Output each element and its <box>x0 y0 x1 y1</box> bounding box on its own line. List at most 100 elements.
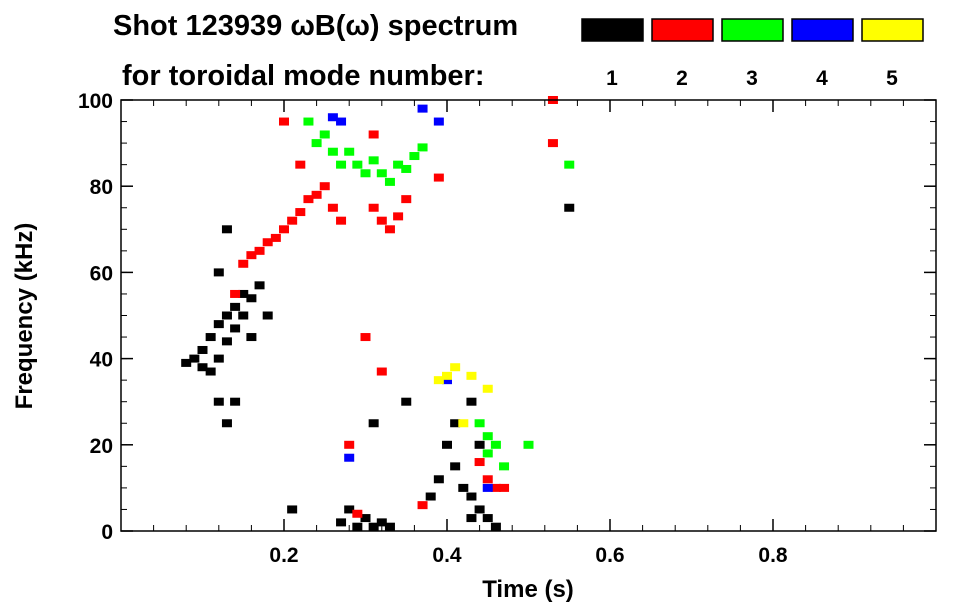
spectrum-point-mode2-10 <box>311 190 322 199</box>
x-tick-label: 0.4 <box>432 544 462 567</box>
spectrum-point-mode1-37 <box>433 475 444 484</box>
spectrum-point-mode3-15 <box>474 419 485 428</box>
spectrum-point-mode2-18 <box>384 225 395 234</box>
x-tick-label: 0.2 <box>269 544 298 567</box>
spectrum-point-mode2-19 <box>393 212 404 221</box>
spectrum-point-mode1-1 <box>189 354 200 363</box>
spectrum-point-mode4-1 <box>336 117 347 126</box>
spectrum-point-mode1-18 <box>213 268 224 277</box>
x-axis-title: Time (s) <box>482 576 574 603</box>
spectrum-point-mode3-6 <box>360 169 371 178</box>
y-tick-label: 20 <box>90 435 113 458</box>
spectrum-point-mode1-2 <box>197 363 208 372</box>
spectrum-point-mode5-3 <box>466 371 477 380</box>
spectrum-point-mode1-13 <box>238 289 249 298</box>
spectrum-point-mode1-19 <box>221 225 232 234</box>
spectrum-point-mode1-42 <box>401 397 412 406</box>
spectrum-point-mode4-0 <box>327 113 338 122</box>
spectrum-point-mode3-7 <box>368 156 379 165</box>
spectrum-point-mode1-0 <box>181 358 192 367</box>
spectrum-point-mode3-3 <box>336 160 347 169</box>
spectrum-point-mode1-14 <box>246 294 257 303</box>
spectrum-point-mode1-12 <box>238 311 249 320</box>
spectrum-point-mode2-16 <box>368 203 379 212</box>
spectrum-point-mode4-5 <box>442 376 452 385</box>
spectrum-point-mode2-20 <box>401 195 412 204</box>
spectrum-point-mode1-43 <box>425 492 436 501</box>
spectrum-point-mode1-33 <box>490 522 501 531</box>
legend-label-1: 1 <box>606 67 618 90</box>
spectrum-point-mode1-23 <box>336 518 347 527</box>
spectrum-point-mode1-26 <box>360 514 371 523</box>
spectrum-point-mode5-0 <box>433 376 444 385</box>
spectrum-point-mode1-3 <box>197 345 208 354</box>
x-tick-label: 0.8 <box>758 544 788 567</box>
y-tick-label: 40 <box>90 349 113 372</box>
spectrum-point-mode1-34 <box>458 483 469 492</box>
spectrum-point-mode1-17 <box>221 419 232 428</box>
axes: 0.2 0.4 0.6 0.8 0 20 40 60 80 100 <box>78 90 937 567</box>
plot-marks <box>181 96 575 531</box>
spectrum-point-mode1-6 <box>213 354 224 363</box>
spectrum-point-mode2-21 <box>417 501 428 510</box>
spectrum-point-mode1-21 <box>246 333 257 342</box>
spectrum-point-mode1-40 <box>466 397 477 406</box>
spectrum-point-mode2-17 <box>376 216 387 225</box>
legend-swatch-1 <box>581 18 644 42</box>
spectrum-point-mode1-36 <box>450 462 461 471</box>
spectrum-point-mode1-25 <box>352 522 363 531</box>
spectrum-point-mode2-0 <box>230 289 241 298</box>
spectrum-point-mode1-45 <box>287 505 298 514</box>
spectrum-point-mode2-24 <box>490 483 501 492</box>
spectrum-point-mode3-16 <box>482 449 493 458</box>
spectrum-point-mode2-7 <box>287 216 298 225</box>
spectrum-point-mode1-9 <box>221 311 232 320</box>
spectrum-point-mode1-27 <box>368 522 379 531</box>
spectrum-point-mode3-11 <box>401 164 412 173</box>
spectrum-point-mode1-30 <box>466 492 477 501</box>
legend-label-5: 5 <box>886 67 898 90</box>
spectrum-point-mode1-10 <box>230 324 241 333</box>
spectrum-point-mode2-30 <box>376 367 387 376</box>
legend-swatch-4 <box>791 18 854 42</box>
spectrum-point-mode2-15 <box>352 509 363 518</box>
spectrum-point-mode2-4 <box>262 238 273 247</box>
spectrum-point-mode2-31 <box>368 130 379 139</box>
spectrum-point-mode1-15 <box>254 281 265 290</box>
spectrum-point-mode2-5 <box>270 233 281 242</box>
y-tick-label: 60 <box>90 262 113 285</box>
spectrum-point-mode3-9 <box>384 177 395 186</box>
spectrum-point-mode2-22 <box>474 458 485 467</box>
spectrum-point-mode1-28 <box>376 518 387 527</box>
spectrum-point-mode2-29 <box>360 333 371 342</box>
spectrum-point-mode1-16 <box>213 397 224 406</box>
spectrum-point-mode5-5 <box>458 419 469 428</box>
spectrum-point-mode1-38 <box>442 440 452 449</box>
spectrum-point-mode1-31 <box>474 505 485 514</box>
spectrum-point-mode2-27 <box>295 160 306 169</box>
spectrum-point-mode3-20 <box>523 440 534 449</box>
spectrum-point-mode1-5 <box>205 333 216 342</box>
spectrum-point-mode3-8 <box>376 169 387 178</box>
spectrum-point-mode2-33 <box>499 483 510 492</box>
spectrum-point-mode4-2 <box>417 104 428 113</box>
spectrum-point-mode1-44 <box>368 419 379 428</box>
y-tick-label: 80 <box>90 176 113 199</box>
spectrum-point-mode2-25 <box>547 139 558 148</box>
spectrum-point-mode1-32 <box>482 514 493 523</box>
spectrum-point-mode3-4 <box>344 147 355 156</box>
spectrum-point-mode1-7 <box>213 320 224 329</box>
spectrum-point-mode2-6 <box>279 225 289 234</box>
spectrum-point-mode2-9 <box>303 195 314 204</box>
spectrum-point-mode3-0 <box>311 139 322 148</box>
chart-title: Shot 123939 ωB(ω) spectrum <box>113 10 518 42</box>
spectrum-point-mode1-24 <box>344 505 355 514</box>
spectrum-point-mode3-19 <box>499 462 510 471</box>
spectrum-point-mode3-10 <box>393 160 404 169</box>
spectrum-point-mode3-13 <box>417 143 428 152</box>
legend-label-4: 4 <box>816 67 828 90</box>
spectrum-point-mode2-11 <box>319 182 330 191</box>
y-tick-label: 0 <box>101 521 113 544</box>
y-tick-label: 100 <box>78 90 113 113</box>
